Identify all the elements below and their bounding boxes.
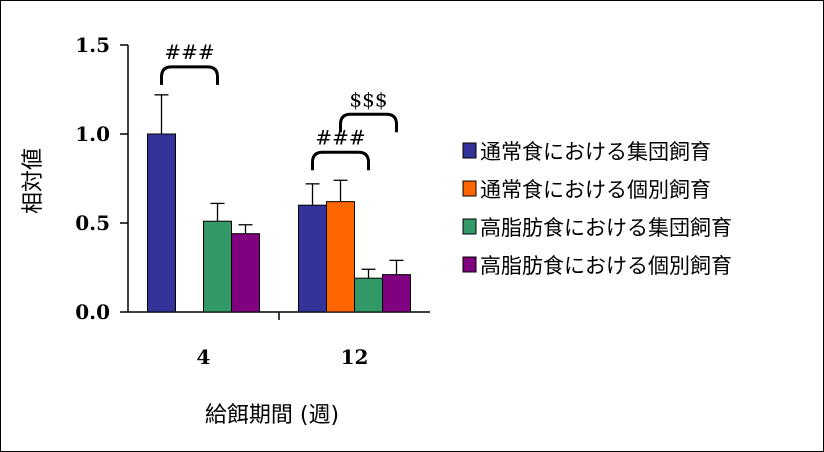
x-tick-label: 12 xyxy=(341,345,369,369)
bar xyxy=(382,274,411,313)
bar xyxy=(298,204,327,313)
bar xyxy=(147,133,176,313)
y-tick-label: 1.5 xyxy=(75,33,110,57)
y-tick-label: 0.0 xyxy=(75,300,110,324)
significance-brackets: ######$$$ xyxy=(160,40,398,171)
legend-swatch xyxy=(462,180,477,197)
legend: 通常食における集団飼育通常食における個別飼育高脂肪食における集団飼育高脂肪食にお… xyxy=(462,140,732,278)
bar xyxy=(354,277,383,313)
legend-swatch xyxy=(462,218,477,235)
legend-label: 高脂肪食における集団飼育 xyxy=(480,216,732,240)
significance-bracket xyxy=(311,150,370,171)
bar xyxy=(326,201,355,313)
y-tick-label: 0.5 xyxy=(75,211,110,235)
legend-label: 通常食における個別飼育 xyxy=(480,178,711,202)
axes: 0.0 0.5 1.0 1.5 4 12 xyxy=(75,33,430,369)
bars xyxy=(147,133,411,313)
y-axis-label: 相対値 xyxy=(21,148,46,214)
legend-swatch xyxy=(462,142,477,159)
significance-bracket xyxy=(339,112,398,133)
significance-label: ### xyxy=(164,40,214,64)
x-tick-label: 4 xyxy=(197,345,211,369)
bar xyxy=(203,220,232,313)
y-tick-label: 1.0 xyxy=(75,122,110,146)
significance-label: $$$ xyxy=(349,87,387,111)
bar xyxy=(231,233,260,313)
legend-label: 通常食における集団飼育 xyxy=(480,140,711,164)
significance-bracket xyxy=(160,65,219,85)
legend-swatch xyxy=(462,256,477,273)
error-bars xyxy=(154,94,404,279)
legend-label: 高脂肪食における個別飼育 xyxy=(480,254,732,278)
x-axis-label: 給餌期間 (週) xyxy=(205,403,339,428)
